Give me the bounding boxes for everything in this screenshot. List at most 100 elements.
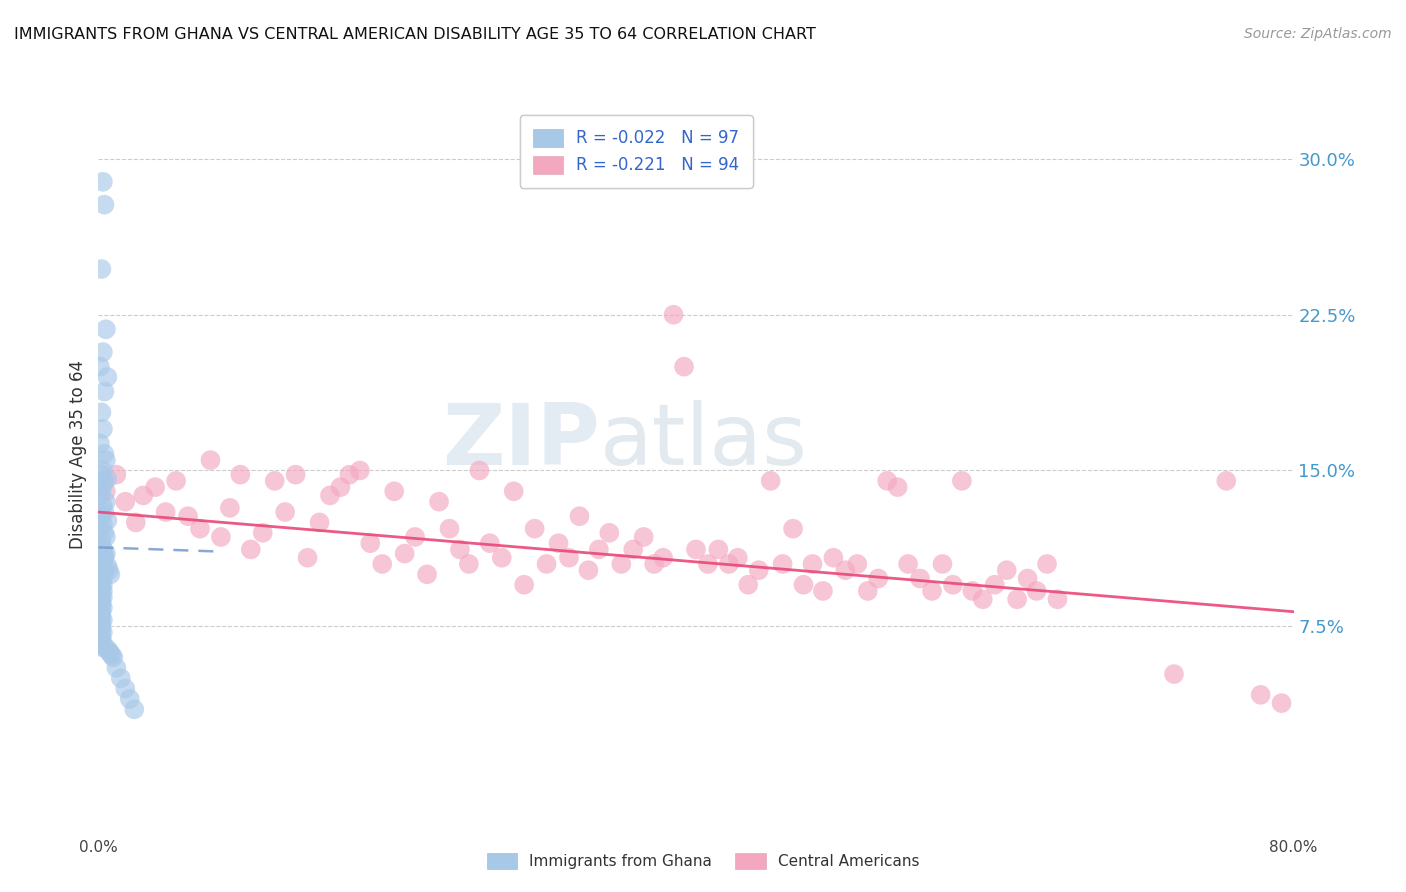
- Point: [652, 550, 675, 565]
- Point: [1250, 688, 1272, 702]
- Point: [91, 478, 114, 492]
- Point: [284, 467, 307, 482]
- Point: [349, 463, 371, 477]
- Point: [1046, 592, 1069, 607]
- Point: [90, 467, 112, 482]
- Point: [89, 627, 111, 641]
- Point: [921, 584, 943, 599]
- Text: 0.0%: 0.0%: [79, 840, 118, 855]
- Point: [91, 590, 114, 604]
- Text: ZIP: ZIP: [443, 400, 600, 483]
- Point: [801, 557, 824, 571]
- Point: [97, 563, 120, 577]
- Point: [89, 544, 111, 558]
- Point: [90, 624, 112, 638]
- Point: [93, 447, 115, 461]
- Point: [931, 557, 953, 571]
- Point: [897, 557, 920, 571]
- Point: [94, 322, 117, 336]
- Point: [97, 644, 120, 658]
- Point: [90, 547, 112, 561]
- Point: [89, 611, 111, 625]
- Point: [89, 538, 111, 552]
- Point: [707, 542, 730, 557]
- Point: [984, 578, 1007, 592]
- Point: [132, 488, 155, 502]
- Point: [1036, 557, 1059, 571]
- Point: [91, 563, 114, 577]
- Point: [89, 359, 111, 374]
- Point: [621, 542, 644, 557]
- Point: [90, 615, 112, 629]
- Point: [263, 474, 285, 488]
- Point: [90, 640, 112, 654]
- Point: [219, 500, 242, 515]
- Point: [90, 575, 112, 590]
- Point: [382, 484, 405, 499]
- Point: [439, 522, 461, 536]
- Point: [91, 499, 114, 513]
- Point: [96, 559, 118, 574]
- Point: [962, 584, 984, 599]
- Point: [90, 582, 112, 596]
- Point: [772, 557, 794, 571]
- Point: [568, 509, 591, 524]
- Point: [93, 550, 115, 565]
- Point: [91, 572, 114, 586]
- Point: [93, 566, 115, 580]
- Point: [536, 557, 558, 571]
- Point: [513, 578, 536, 592]
- Point: [339, 467, 360, 482]
- Point: [89, 553, 111, 567]
- Point: [90, 633, 112, 648]
- Point: [90, 262, 112, 277]
- Legend: Immigrants from Ghana, Central Americans: Immigrants from Ghana, Central Americans: [481, 847, 925, 875]
- Point: [94, 530, 117, 544]
- Point: [697, 557, 720, 571]
- Point: [90, 605, 112, 619]
- Point: [950, 474, 973, 488]
- Point: [502, 484, 524, 499]
- Point: [114, 681, 136, 696]
- Point: [93, 549, 115, 563]
- Point: [89, 617, 111, 632]
- Text: atlas: atlas: [600, 400, 808, 483]
- Point: [394, 547, 416, 561]
- Point: [93, 384, 115, 399]
- Point: [329, 480, 352, 494]
- Point: [868, 572, 890, 586]
- Point: [89, 632, 111, 646]
- Point: [89, 559, 111, 574]
- Point: [478, 536, 501, 550]
- Point: [793, 578, 815, 592]
- Point: [90, 405, 112, 419]
- Point: [94, 484, 117, 499]
- Point: [1271, 696, 1294, 710]
- Point: [558, 550, 581, 565]
- Point: [200, 453, 222, 467]
- Point: [91, 584, 114, 599]
- Point: [610, 557, 633, 571]
- Point: [759, 474, 782, 488]
- Point: [89, 586, 111, 600]
- Legend: R = -0.022   N = 97, R = -0.221   N = 94: R = -0.022 N = 97, R = -0.221 N = 94: [520, 115, 752, 187]
- Point: [89, 522, 111, 536]
- Point: [90, 608, 112, 623]
- Point: [252, 525, 274, 540]
- Point: [834, 563, 856, 577]
- Point: [588, 542, 610, 557]
- Point: [673, 359, 696, 374]
- Point: [1163, 667, 1185, 681]
- Point: [91, 542, 114, 557]
- Point: [96, 513, 118, 527]
- Point: [91, 175, 114, 189]
- Point: [91, 517, 114, 532]
- Point: [633, 530, 655, 544]
- Point: [449, 542, 471, 557]
- Point: [876, 474, 898, 488]
- Point: [308, 516, 330, 530]
- Point: [811, 584, 834, 599]
- Point: [239, 542, 262, 557]
- Point: [942, 578, 965, 592]
- Point: [91, 345, 114, 359]
